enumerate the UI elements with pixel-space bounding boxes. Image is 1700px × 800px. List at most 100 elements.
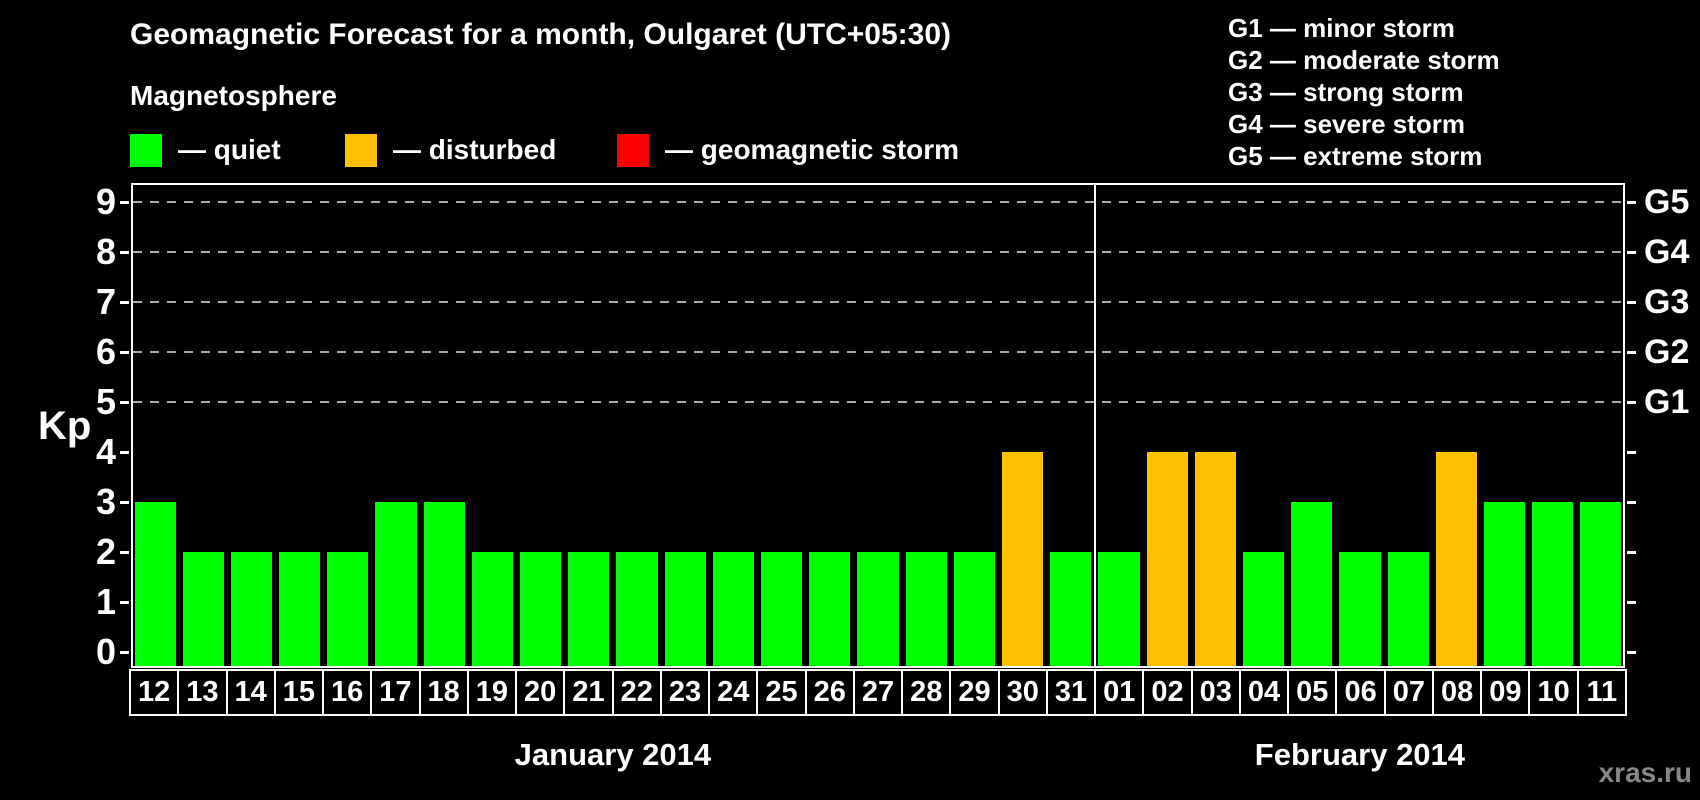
day-label-cell: 05 (1289, 671, 1336, 714)
y-axis-tick-label: 3 (95, 481, 116, 522)
day-label-cell: 26 (806, 671, 853, 714)
kp-bar-day-03 (1194, 452, 1236, 668)
day-label-cell: 10 (1530, 671, 1577, 714)
kp-bar-day-02 (1146, 452, 1188, 668)
kp-bar-day-26 (809, 552, 851, 668)
left-axis-tick-kp-9 (120, 201, 129, 204)
y-axis-tick-label: 6 (95, 331, 116, 372)
right-axis-tick-kp-1 (1627, 601, 1636, 604)
day-label-cell: 29 (951, 671, 998, 714)
gridline-kp-5 (133, 401, 1623, 403)
gridline-kp-9 (133, 201, 1623, 203)
kp-bar-day-07 (1387, 552, 1429, 668)
day-label-cell: 13 (179, 671, 226, 714)
right-axis-label-g4: G4 (1644, 233, 1690, 271)
kp-bar-day-16 (327, 552, 369, 668)
day-label-cell: 12 (131, 671, 178, 714)
left-axis-tick-kp-0 (120, 651, 129, 654)
left-axis-tick-kp-6 (120, 351, 129, 354)
kp-bar-day-06 (1339, 552, 1381, 668)
month-label: February 2014 (1254, 737, 1466, 772)
day-label-cell: 09 (1482, 671, 1529, 714)
legend-item-storm: — geomagnetic storm (617, 133, 959, 167)
kp-bar-day-30 (1001, 452, 1044, 668)
y-axis-tick-label: 7 (95, 281, 116, 322)
day-label-cell: 02 (1144, 671, 1191, 714)
magnetosphere-label: Magnetosphere (130, 80, 337, 111)
day-label-cell: 23 (661, 671, 709, 714)
right-axis-tick-kp-5 (1627, 401, 1636, 404)
kp-bar-day-19 (471, 552, 514, 668)
gridline-kp-6 (133, 351, 1623, 353)
kp-bar-day-12 (134, 502, 176, 668)
day-label-cell: 27 (854, 671, 902, 714)
kp-bar-day-09 (1483, 502, 1526, 668)
y-axis-tick-label: 9 (95, 181, 116, 222)
day-label-cell: 04 (1240, 671, 1288, 714)
right-axis-label-g2: G2 (1644, 333, 1690, 371)
kp-bar-day-04 (1242, 552, 1285, 668)
kp-bar-day-13 (182, 552, 224, 668)
left-axis-tick-kp-8 (120, 251, 129, 254)
kp-bar-day-29 (953, 552, 995, 668)
storm-scale-item: G1 — minor storm (1228, 13, 1455, 43)
storm-scale-item: G4 — severe storm (1228, 109, 1466, 139)
kp-bar-day-25 (761, 552, 803, 668)
y-axis-tick-label: 4 (95, 431, 116, 472)
left-axis-tick-kp-2 (120, 551, 129, 554)
kp-bar-day-08 (1435, 452, 1477, 668)
day-label-cell: 14 (227, 671, 274, 714)
kp-bar-day-23 (664, 552, 706, 668)
day-label-cell: 07 (1385, 671, 1432, 714)
quiet-color-swatch-icon (130, 133, 162, 167)
day-label-cell: 20 (517, 671, 564, 714)
day-label-cell: 31 (1047, 671, 1095, 714)
right-axis-tick-kp-6 (1627, 351, 1636, 354)
y-axis-tick-label: 0 (95, 631, 116, 672)
y-axis-tick-label: 1 (95, 581, 116, 622)
day-label-cell: 25 (758, 671, 805, 714)
kp-bar-day-14 (230, 552, 273, 668)
kp-bar-day-31 (1050, 552, 1092, 668)
day-label-cell: 17 (372, 671, 419, 714)
storm-scale-item: G2 — moderate storm (1228, 45, 1500, 75)
kp-bar-day-05 (1291, 502, 1333, 668)
storm-scale-item: G5 — extreme storm (1228, 141, 1483, 171)
day-label-cell: 16 (324, 671, 371, 714)
legend-item-disturbed: — disturbed (345, 133, 556, 167)
right-axis-tick-kp-3 (1627, 501, 1636, 504)
day-label-cell: 06 (1337, 671, 1384, 714)
day-label-cell: 15 (275, 671, 323, 714)
watermark: xras.ru (1598, 757, 1692, 788)
day-label-cell: 21 (565, 671, 612, 714)
y-axis-title: Kp (38, 404, 92, 448)
day-label-cell: 11 (1578, 671, 1625, 714)
storm-color-swatch-icon (617, 133, 649, 167)
kp-bar-day-21 (568, 552, 610, 668)
kp-bar-day-22 (616, 552, 658, 668)
right-axis-label-g3: G3 (1644, 283, 1690, 321)
month-label: January 2014 (514, 737, 712, 772)
day-label-row: 12 13 14 15 16 17 18 19 20 21 22 23 24 25 26 27 28 29 30 31… (129, 669, 1627, 716)
left-axis-tick-kp-1 (120, 601, 129, 604)
left-axis-tick-kp-4 (120, 451, 129, 454)
day-label-cell: 01 (1096, 671, 1143, 714)
day-label-cell: 08 (1433, 671, 1481, 714)
day-label-cell: 22 (613, 671, 660, 714)
day-label-cell: 30 (999, 671, 1046, 714)
month-separator-line (1093, 183, 1096, 668)
kp-bar-day-20 (520, 552, 562, 668)
legend-label-disturbed: — disturbed (393, 134, 557, 165)
legend-label-storm: — geomagnetic storm (665, 134, 960, 165)
kp-bar-day-01 (1098, 552, 1140, 668)
y-axis-tick-label: 8 (95, 231, 116, 272)
right-axis-label-g1: G1 (1644, 383, 1690, 421)
kp-bar-day-24 (712, 552, 754, 668)
right-axis-tick-kp-9 (1627, 201, 1636, 204)
kp-bar-day-10 (1532, 502, 1574, 668)
legend: — quiet — disturbed — geomagnetic storm (0, 133, 1700, 167)
gridline-kp-8 (133, 251, 1623, 253)
right-axis-label-g5: G5 (1644, 183, 1690, 221)
kp-bar-day-17 (375, 502, 417, 668)
